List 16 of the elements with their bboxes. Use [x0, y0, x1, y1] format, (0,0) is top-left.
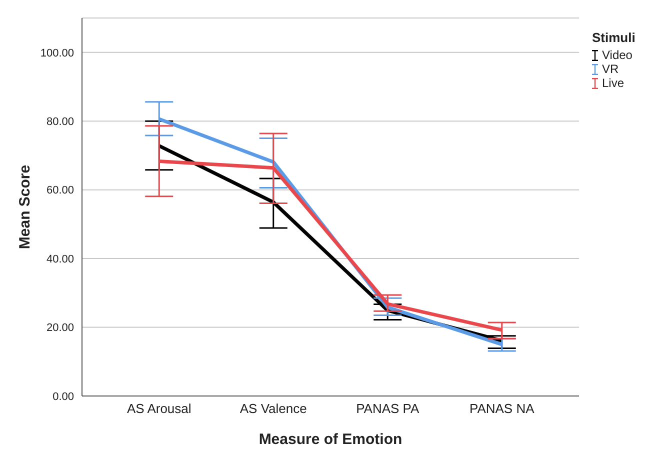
- x-axis-title: Measure of Emotion: [258, 431, 402, 448]
- y-axis-title: Mean Score: [16, 164, 34, 250]
- legend-title: Stimuli: [592, 30, 636, 45]
- y-tick-label: 60.00: [46, 184, 74, 197]
- x-tick-label: PANAS PA: [356, 401, 420, 416]
- x-tick-label: AS Arousal: [126, 401, 192, 416]
- legend-label: Video: [602, 48, 632, 62]
- x-tick-label: AS Valence: [240, 401, 307, 416]
- y-tick-label: 80.00: [46, 116, 74, 128]
- legend-label: VR: [602, 62, 619, 76]
- y-tick-label: 40.00: [46, 253, 74, 266]
- y-tick-label: 20.00: [46, 322, 74, 334]
- legend-label: Live: [602, 76, 624, 90]
- x-tick-label: PANAS NA: [469, 401, 535, 416]
- y-tick-label: 100.00: [40, 47, 74, 60]
- y-tick-label: 0.00: [52, 390, 74, 403]
